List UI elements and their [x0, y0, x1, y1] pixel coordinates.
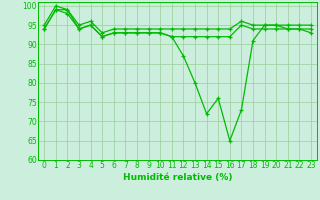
- X-axis label: Humidité relative (%): Humidité relative (%): [123, 173, 232, 182]
